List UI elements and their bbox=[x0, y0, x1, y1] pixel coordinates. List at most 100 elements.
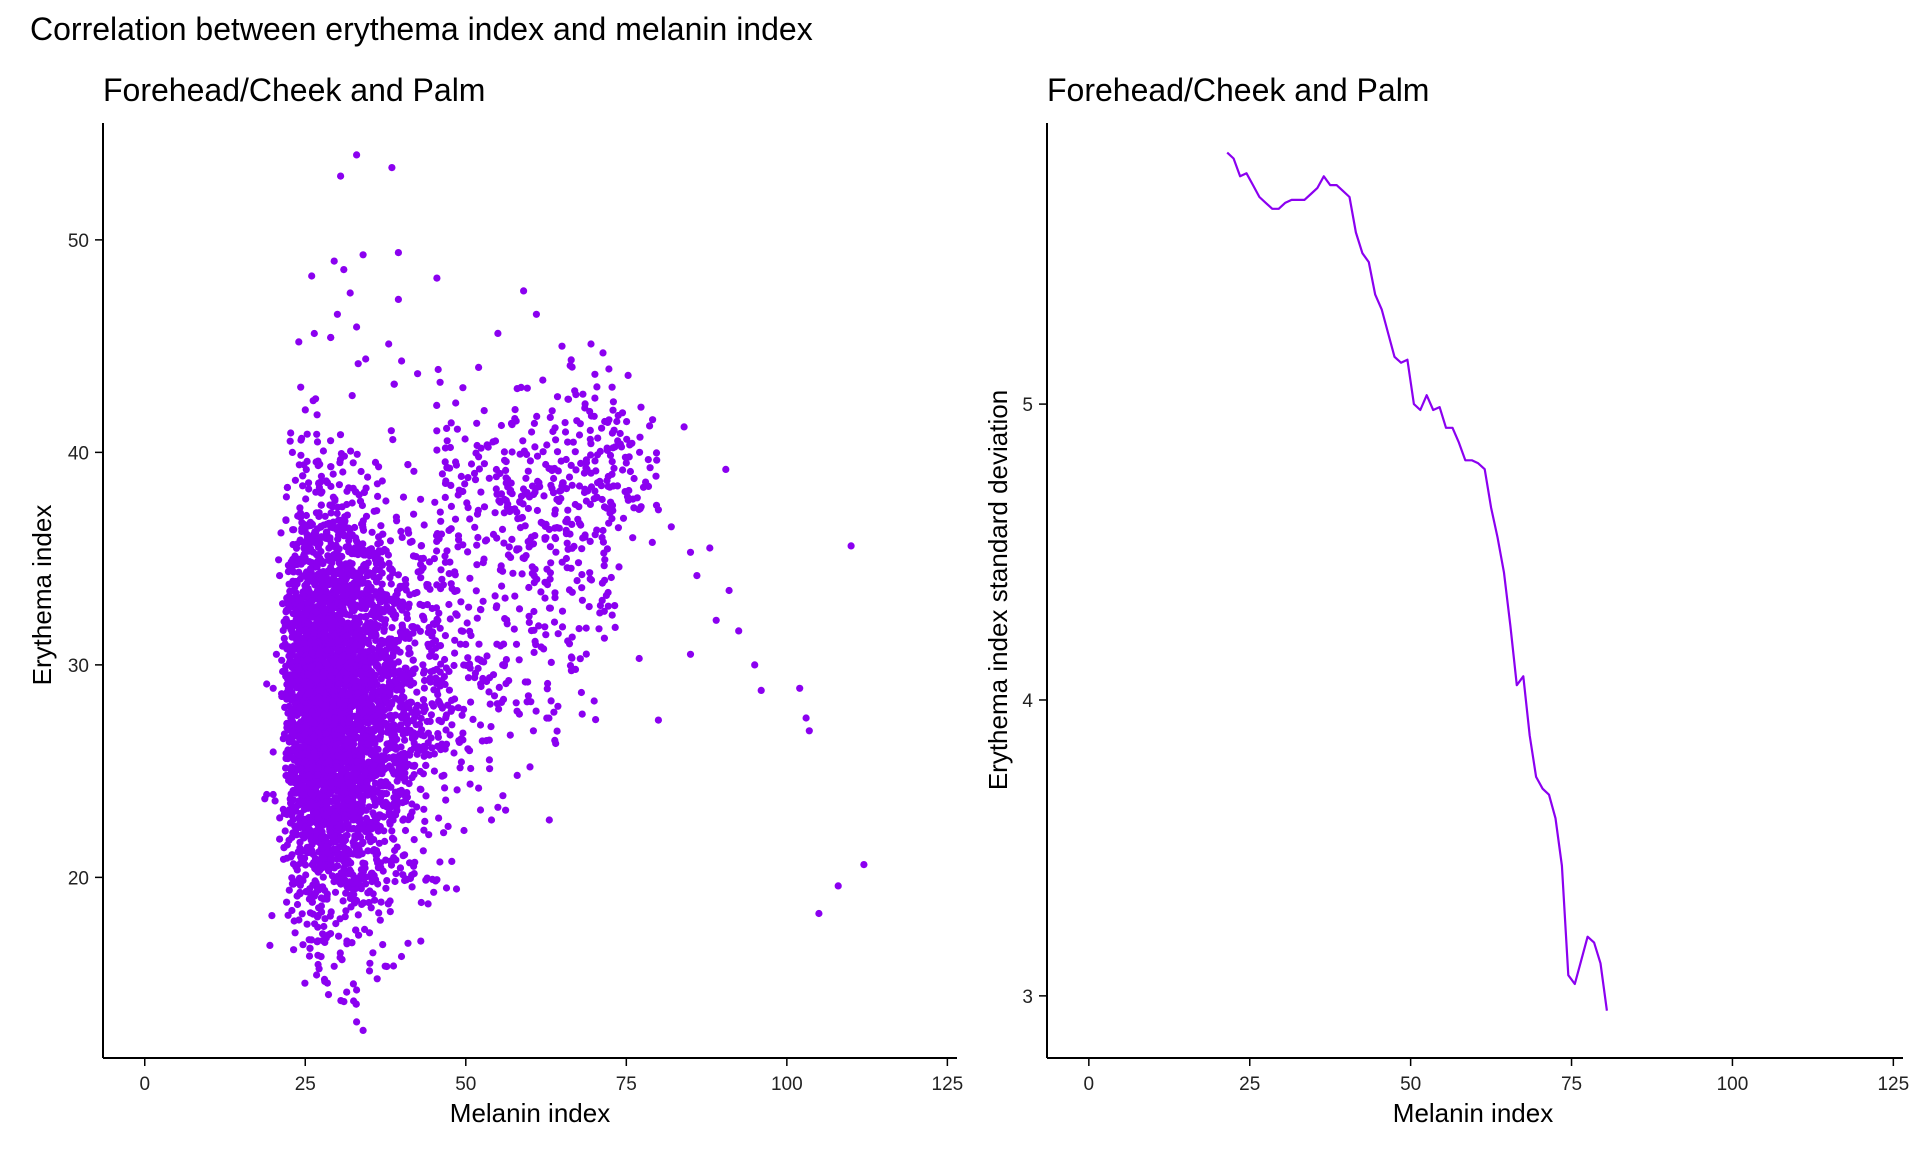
scatter-point bbox=[325, 579, 333, 587]
scatter-point bbox=[592, 716, 600, 724]
scatter-point bbox=[563, 539, 571, 547]
scatter-point bbox=[385, 340, 393, 348]
scatter-point bbox=[405, 634, 413, 643]
scatter-point bbox=[313, 971, 321, 979]
scatter-point bbox=[366, 959, 374, 967]
scatter-point bbox=[591, 370, 599, 378]
scatter-point bbox=[644, 456, 652, 464]
scatter-point bbox=[417, 542, 426, 550]
scatter-point bbox=[336, 455, 344, 464]
scatter-point bbox=[300, 859, 308, 867]
scatter-point bbox=[600, 503, 609, 511]
scatter-point bbox=[271, 797, 279, 805]
scatter-point bbox=[365, 758, 373, 766]
scatter-point bbox=[331, 668, 339, 676]
scatter-point bbox=[485, 688, 493, 696]
scatter-point bbox=[292, 615, 300, 623]
scatter-point bbox=[417, 567, 425, 575]
scatter-point bbox=[601, 556, 609, 564]
scatter-point bbox=[282, 764, 290, 772]
scatter-point bbox=[652, 449, 661, 457]
scatter-point bbox=[533, 506, 542, 515]
scatter-point bbox=[495, 683, 503, 692]
scatter-point bbox=[339, 652, 347, 660]
scatter-point bbox=[416, 627, 424, 635]
scatter-point bbox=[396, 754, 405, 763]
scatter-point bbox=[525, 618, 533, 627]
scatter-point bbox=[568, 520, 576, 529]
scatter-point bbox=[532, 641, 540, 649]
scatter-point bbox=[591, 457, 599, 465]
scatter-point bbox=[464, 654, 472, 662]
scatter-point bbox=[283, 719, 291, 728]
scatter-point bbox=[335, 823, 343, 831]
scatter-point bbox=[305, 479, 313, 487]
scatter-point bbox=[326, 536, 334, 544]
scatter-point bbox=[334, 813, 342, 822]
scatter-point bbox=[316, 598, 325, 606]
scatter-point bbox=[404, 526, 412, 534]
scatter-point bbox=[344, 542, 352, 550]
scatter-point bbox=[479, 674, 487, 683]
scatter-point bbox=[562, 485, 571, 493]
scatter-point bbox=[331, 497, 339, 505]
scatter-point bbox=[390, 380, 398, 388]
scatter-point bbox=[279, 805, 287, 814]
scatter-point bbox=[578, 545, 586, 553]
scatter-point bbox=[321, 915, 329, 923]
scatter-point bbox=[383, 740, 391, 748]
scatter-point bbox=[282, 615, 290, 623]
scatter-point bbox=[547, 697, 555, 705]
scatter-point bbox=[353, 586, 361, 594]
scatter-point bbox=[486, 674, 494, 682]
scatter-point bbox=[429, 628, 437, 636]
scatter-point bbox=[275, 556, 283, 564]
scatter-point bbox=[334, 752, 342, 760]
scatter-point bbox=[362, 768, 370, 777]
scatter-point bbox=[306, 682, 314, 690]
scatter-point bbox=[649, 416, 657, 424]
scatter-point bbox=[370, 836, 378, 844]
scatter-point bbox=[411, 733, 419, 741]
scatter-point bbox=[577, 459, 585, 467]
scatter-point bbox=[436, 682, 444, 690]
scatter-point bbox=[456, 764, 464, 772]
scatter-point bbox=[437, 660, 445, 668]
scatter-point bbox=[587, 451, 595, 459]
scatter-point bbox=[340, 851, 348, 860]
scatter-point bbox=[323, 479, 331, 487]
scatter-point bbox=[582, 650, 590, 658]
scatter-point bbox=[498, 525, 507, 534]
scatter-point bbox=[528, 482, 537, 490]
scatter-point bbox=[501, 456, 509, 464]
scatter-point bbox=[285, 886, 293, 894]
scatter-point bbox=[397, 712, 405, 720]
scatter-point bbox=[491, 592, 499, 600]
scatter-point bbox=[307, 818, 315, 826]
scatter-point bbox=[409, 552, 418, 560]
scatter-point bbox=[601, 576, 609, 584]
scatter-point bbox=[433, 547, 441, 555]
scatter-point bbox=[339, 897, 347, 905]
scatter-point bbox=[426, 652, 434, 660]
scatter-point bbox=[382, 497, 390, 505]
scatter-point bbox=[352, 621, 361, 629]
scatter-point bbox=[499, 695, 508, 704]
scatter-point bbox=[328, 872, 336, 880]
scatter-point bbox=[371, 631, 379, 639]
scatter-point bbox=[608, 429, 617, 437]
scatter-point bbox=[286, 807, 294, 816]
scatter-point bbox=[323, 646, 331, 654]
scatter-point bbox=[442, 477, 450, 485]
scatter-point bbox=[519, 554, 527, 562]
scatter-point bbox=[320, 582, 328, 590]
scatter-point bbox=[419, 661, 427, 669]
scatter-point bbox=[491, 437, 500, 445]
scatter-point bbox=[294, 666, 303, 674]
scatter-point bbox=[435, 814, 443, 822]
scatter-point bbox=[284, 911, 292, 919]
scatter-point bbox=[457, 472, 465, 480]
scatter-point bbox=[336, 915, 344, 923]
scatter-point bbox=[454, 704, 462, 712]
scatter-point bbox=[391, 759, 400, 767]
